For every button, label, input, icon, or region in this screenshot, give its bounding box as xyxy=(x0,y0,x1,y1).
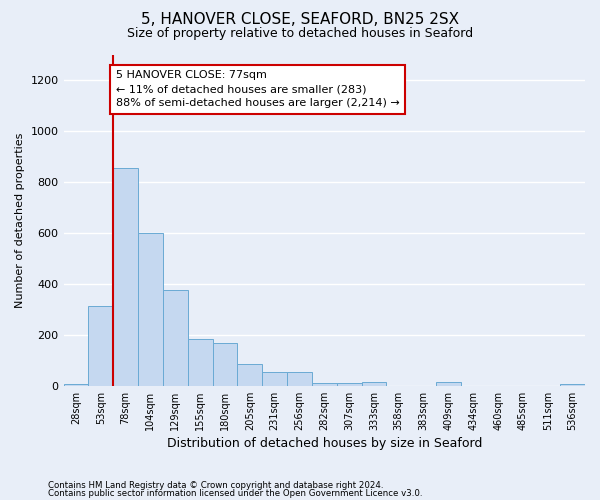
Bar xyxy=(362,382,386,386)
Bar xyxy=(138,233,163,386)
Text: Contains HM Land Registry data © Crown copyright and database right 2024.: Contains HM Land Registry data © Crown c… xyxy=(48,481,383,490)
Bar xyxy=(287,372,312,386)
Bar xyxy=(262,372,287,386)
Bar xyxy=(560,384,585,386)
Text: Size of property relative to detached houses in Seaford: Size of property relative to detached ho… xyxy=(127,28,473,40)
Bar xyxy=(64,384,88,386)
Bar xyxy=(88,306,113,386)
Text: 5 HANOVER CLOSE: 77sqm
← 11% of detached houses are smaller (283)
88% of semi-de: 5 HANOVER CLOSE: 77sqm ← 11% of detached… xyxy=(116,70,400,108)
Bar xyxy=(337,384,362,386)
X-axis label: Distribution of detached houses by size in Seaford: Distribution of detached houses by size … xyxy=(167,437,482,450)
Bar xyxy=(113,168,138,386)
Bar xyxy=(238,364,262,386)
Bar xyxy=(163,290,188,386)
Bar xyxy=(436,382,461,386)
Text: 5, HANOVER CLOSE, SEAFORD, BN25 2SX: 5, HANOVER CLOSE, SEAFORD, BN25 2SX xyxy=(141,12,459,28)
Bar xyxy=(212,342,238,386)
Bar xyxy=(312,384,337,386)
Text: Contains public sector information licensed under the Open Government Licence v3: Contains public sector information licen… xyxy=(48,488,422,498)
Y-axis label: Number of detached properties: Number of detached properties xyxy=(15,132,25,308)
Bar xyxy=(188,338,212,386)
